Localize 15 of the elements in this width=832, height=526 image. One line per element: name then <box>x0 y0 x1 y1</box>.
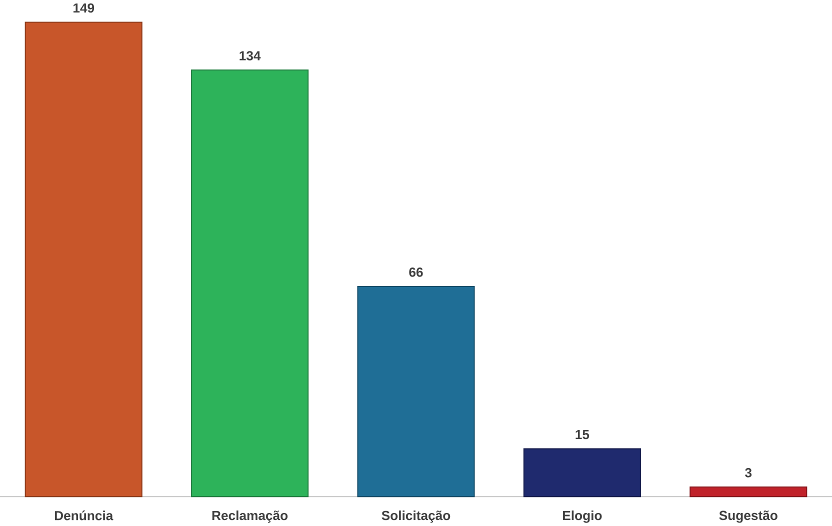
data-label: 66 <box>409 267 423 277</box>
x-tick-label: Elogio <box>563 510 602 523</box>
data-label: 149 <box>73 3 94 13</box>
x-tick-label: Solicitação <box>382 510 450 523</box>
x-tick-label: Reclamação <box>212 510 288 523</box>
bar <box>523 448 641 497</box>
x-tick-label: Sugestão <box>719 510 778 523</box>
bar <box>690 486 808 497</box>
bar <box>24 22 142 497</box>
data-label: 134 <box>240 51 261 60</box>
x-tick-label: Denúncia <box>54 510 114 520</box>
bar <box>191 69 309 497</box>
data-label: 15 <box>576 430 590 440</box>
bar <box>357 286 475 497</box>
data-label: 3 <box>745 468 752 478</box>
